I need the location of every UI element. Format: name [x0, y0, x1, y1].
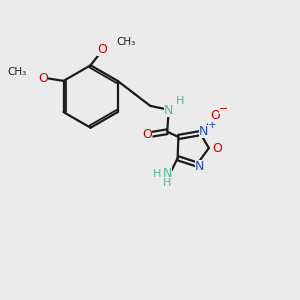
Text: H: H [163, 178, 171, 188]
Text: O: O [210, 110, 220, 122]
Text: N: N [162, 167, 172, 180]
Text: N: N [195, 160, 205, 173]
Text: O: O [142, 128, 152, 141]
Text: O: O [97, 43, 107, 56]
Text: N: N [164, 104, 173, 117]
Text: N: N [199, 125, 208, 138]
Text: H: H [153, 169, 161, 179]
Text: O: O [212, 142, 222, 154]
Text: CH₃: CH₃ [117, 37, 136, 46]
Text: H: H [176, 96, 184, 106]
Text: CH₃: CH₃ [8, 67, 27, 77]
Text: O: O [38, 72, 48, 85]
Text: −: − [219, 104, 229, 114]
Text: +: + [208, 120, 217, 130]
